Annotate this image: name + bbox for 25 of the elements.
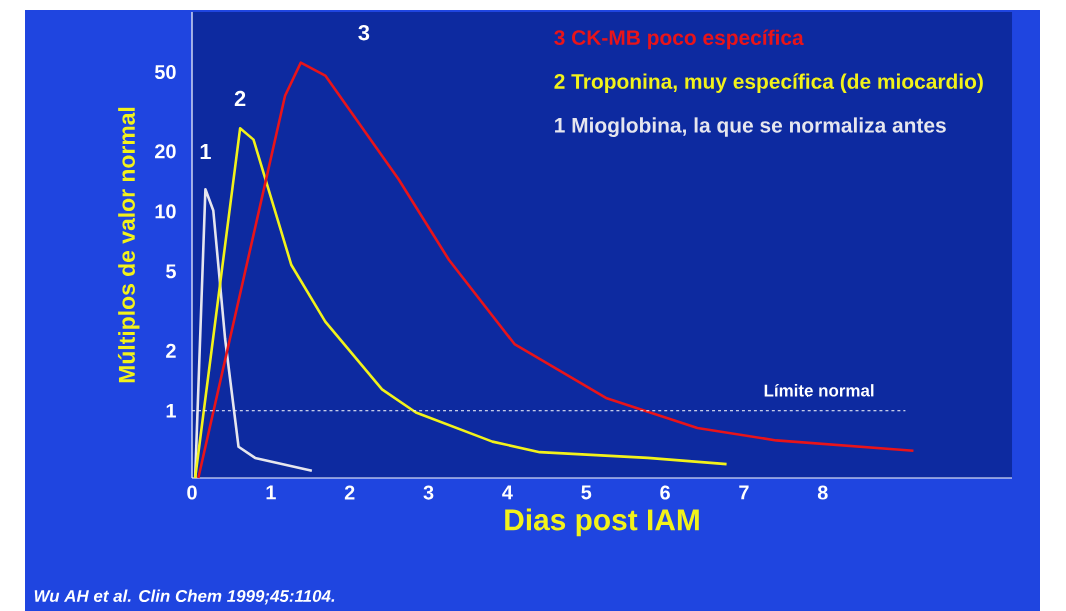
y-tick-label: 2 [166, 343, 176, 358]
annotation: 3 [358, 24, 370, 41]
x-axis-title: Dias post IAM [505, 508, 699, 537]
x-tick-label: 6 [660, 485, 670, 500]
text: 3 CK-MB poco específica [554, 29, 804, 50]
x-tick-label: 8 [817, 485, 828, 500]
x-tick-label: 3 [423, 485, 434, 500]
x-tick-label: 1 [266, 485, 276, 500]
ref-line-label: Límite normal [764, 383, 874, 397]
annotation: 1 [200, 144, 211, 160]
x-tick-label: 7 [739, 485, 749, 500]
annotation: 2 [234, 90, 246, 107]
y-tick-label: 20 [155, 144, 176, 159]
y-tick-label: 50 [154, 64, 176, 80]
x-tick-label: 5 [581, 485, 592, 500]
y-tick-label: 10 [155, 204, 176, 219]
x-tick-label: 0 [187, 485, 197, 500]
x-tick-label: 2 [344, 485, 355, 500]
y-tick-label: 5 [166, 264, 176, 279]
y-axis-title: Múltiplos de valor normal [117, 107, 140, 383]
x-tick-label: 4 [502, 485, 513, 500]
text: 1 Mioglobina, la que se normaliza antes [555, 117, 946, 137]
text: Wu AH et al. Clin Chem 1999;45:1104. [34, 589, 335, 605]
y-tick-label: 1 [166, 403, 176, 418]
text: 2 Troponina, muy específica (de miocardio) [554, 73, 983, 94]
